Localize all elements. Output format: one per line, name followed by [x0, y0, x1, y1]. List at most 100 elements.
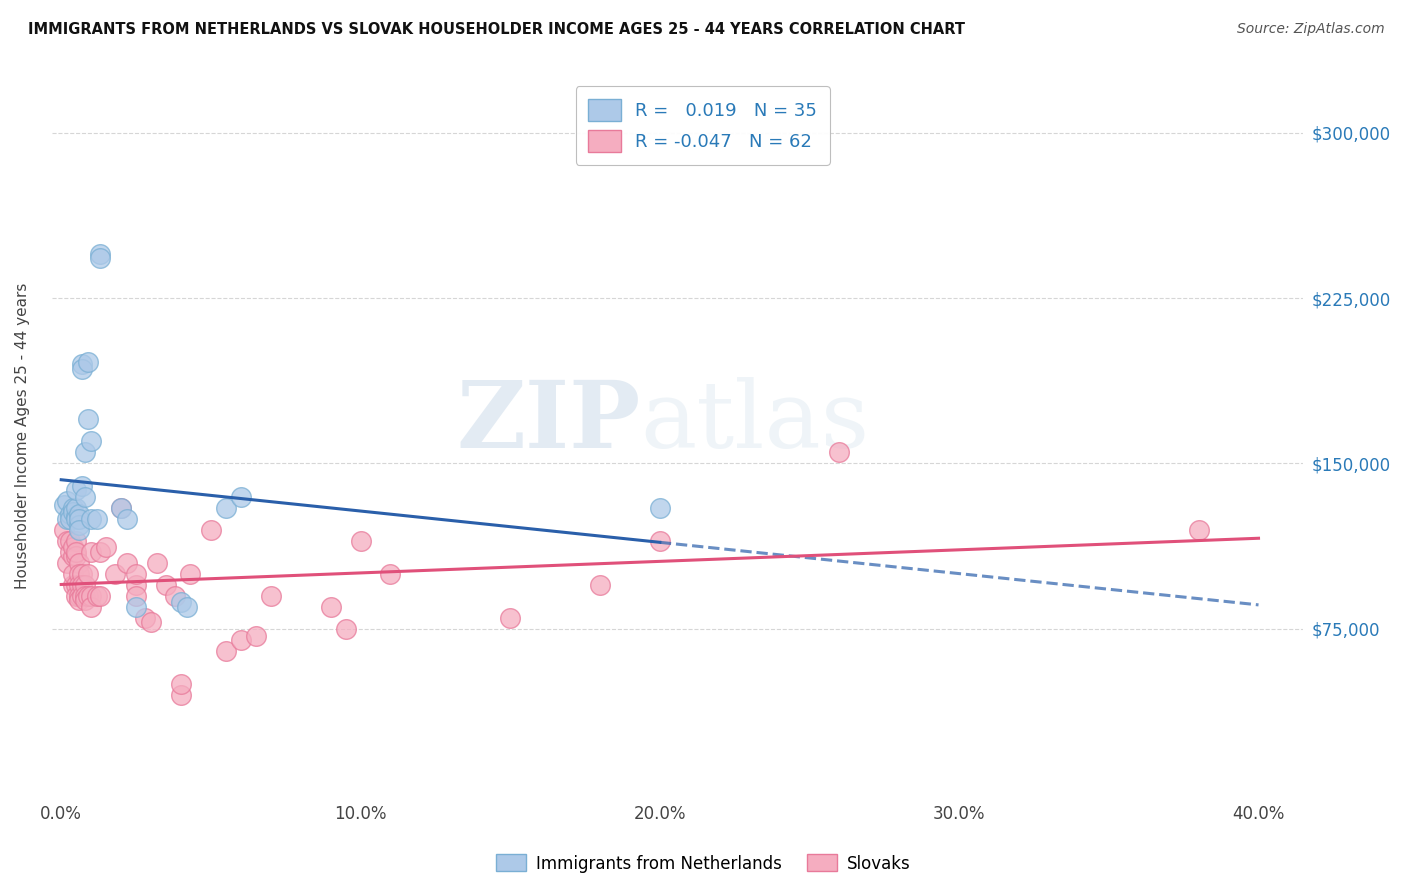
Point — [65, 549, 87, 563]
Point — [53, 523, 76, 537]
Y-axis label: Householder Income Ages 25 - 44 years: Householder Income Ages 25 - 44 years — [15, 283, 30, 589]
Point — [110, 500, 132, 515]
Point — [65, 500, 87, 515]
Point — [65, 511, 87, 525]
Point — [146, 556, 169, 570]
Point — [59, 533, 82, 548]
Point — [170, 595, 193, 609]
Point — [65, 533, 87, 548]
Point — [77, 566, 100, 581]
Point — [115, 511, 138, 525]
Point — [155, 578, 177, 592]
Point — [179, 566, 201, 581]
Point — [80, 599, 103, 614]
Point — [75, 589, 97, 603]
Point — [65, 545, 87, 559]
Point — [828, 445, 851, 459]
Point — [70, 578, 93, 592]
Point — [77, 355, 100, 369]
Point — [62, 566, 84, 581]
Legend: Immigrants from Netherlands, Slovaks: Immigrants from Netherlands, Slovaks — [489, 847, 917, 880]
Point — [67, 523, 90, 537]
Point — [80, 434, 103, 449]
Point — [59, 545, 82, 559]
Point — [335, 622, 357, 636]
Point — [229, 490, 252, 504]
Point — [67, 518, 90, 533]
Text: IMMIGRANTS FROM NETHERLANDS VS SLOVAK HOUSEHOLDER INCOME AGES 25 - 44 YEARS CORR: IMMIGRANTS FROM NETHERLANDS VS SLOVAK HO… — [28, 22, 965, 37]
Point — [65, 509, 87, 524]
Point — [62, 541, 84, 555]
Point — [70, 361, 93, 376]
Point — [75, 445, 97, 459]
Point — [70, 357, 93, 371]
Text: atlas: atlas — [640, 376, 869, 467]
Point — [59, 511, 82, 525]
Point — [65, 589, 87, 603]
Point — [70, 566, 93, 581]
Text: Source: ZipAtlas.com: Source: ZipAtlas.com — [1237, 22, 1385, 37]
Point — [89, 545, 111, 559]
Point — [77, 589, 100, 603]
Point — [56, 533, 79, 548]
Point — [176, 599, 198, 614]
Point — [75, 490, 97, 504]
Point — [215, 644, 238, 658]
Point — [139, 615, 162, 630]
Point — [62, 500, 84, 515]
Point — [77, 412, 100, 426]
Point — [56, 556, 79, 570]
Point — [648, 533, 671, 548]
Point — [80, 545, 103, 559]
Point — [110, 500, 132, 515]
Point — [125, 578, 148, 592]
Point — [67, 589, 90, 603]
Point — [200, 523, 222, 537]
Point — [163, 589, 186, 603]
Point — [245, 628, 267, 642]
Point — [89, 247, 111, 261]
Point — [499, 611, 522, 625]
Point — [215, 500, 238, 515]
Point — [62, 549, 84, 563]
Point — [125, 566, 148, 581]
Point — [89, 252, 111, 266]
Point — [589, 578, 612, 592]
Point — [59, 507, 82, 521]
Point — [67, 578, 90, 592]
Point — [86, 589, 108, 603]
Point — [75, 593, 97, 607]
Legend: R =   0.019   N = 35, R = -0.047   N = 62: R = 0.019 N = 35, R = -0.047 N = 62 — [576, 87, 830, 165]
Point — [67, 556, 90, 570]
Point — [62, 505, 84, 519]
Point — [125, 589, 148, 603]
Point — [70, 589, 93, 603]
Point — [104, 566, 127, 581]
Point — [115, 556, 138, 570]
Point — [349, 533, 371, 548]
Point — [80, 589, 103, 603]
Point — [134, 611, 156, 625]
Point — [380, 566, 402, 581]
Point — [67, 593, 90, 607]
Point — [65, 578, 87, 592]
Point — [56, 494, 79, 508]
Point — [319, 599, 342, 614]
Point — [80, 511, 103, 525]
Point — [53, 499, 76, 513]
Point — [67, 507, 90, 521]
Point — [56, 511, 79, 525]
Point — [65, 483, 87, 497]
Point — [125, 599, 148, 614]
Point — [89, 589, 111, 603]
Point — [86, 511, 108, 525]
Point — [67, 511, 90, 525]
Point — [94, 541, 117, 555]
Point — [170, 688, 193, 702]
Point — [70, 478, 93, 492]
Point — [170, 677, 193, 691]
Text: ZIP: ZIP — [456, 376, 640, 467]
Point — [62, 578, 84, 592]
Point — [229, 632, 252, 647]
Point — [648, 500, 671, 515]
